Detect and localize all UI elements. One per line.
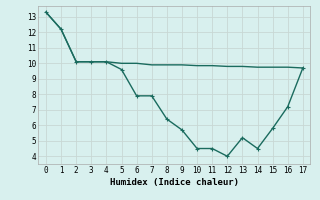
- X-axis label: Humidex (Indice chaleur): Humidex (Indice chaleur): [110, 178, 239, 187]
